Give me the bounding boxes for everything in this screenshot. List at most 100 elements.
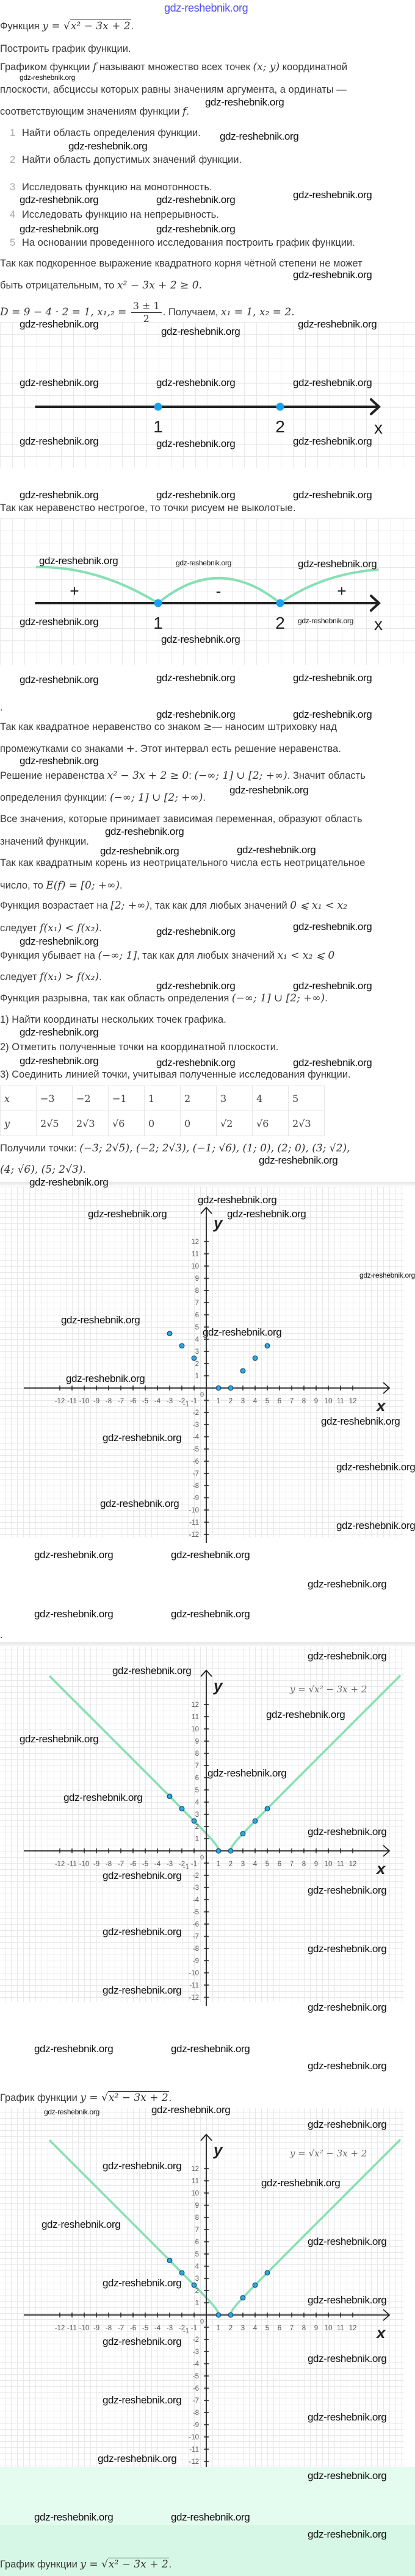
curve-label: y = √x² − 3x + 2 bbox=[289, 1684, 367, 1695]
table-cell: 2√3 bbox=[72, 1111, 109, 1136]
text-segment: . bbox=[186, 106, 189, 117]
watermark: gdz-reshebnik.org bbox=[103, 1926, 182, 1937]
table-cell: 2 bbox=[180, 1086, 217, 1111]
math-expression: (−∞; 1] ∪ [2; +∞) bbox=[110, 792, 203, 804]
watermark: gdz-reshebnik.org bbox=[20, 223, 99, 235]
site-logo[interactable]: gdz-reshebnik.org bbox=[164, 2, 248, 14]
watermark: gdz-reshebnik.org bbox=[171, 1608, 250, 1620]
x-tick-label: -2 bbox=[179, 1861, 185, 1868]
text-segment: Функция разрывна, так как область опреде… bbox=[0, 993, 232, 1004]
y-tick-label: 3 bbox=[195, 1811, 199, 1819]
text-segment: Все значения, которые принимает зависима… bbox=[0, 814, 363, 825]
x-tick-label: -10 bbox=[79, 2325, 90, 2332]
y-tick-label: 5 bbox=[195, 1324, 199, 1331]
math-expression: f bbox=[93, 61, 97, 73]
math-expression: x² − 3x + 2 ≥ 0. bbox=[117, 279, 202, 292]
x-tick-label: 1 bbox=[217, 1861, 220, 1868]
watermark: gdz-reshebnik.org bbox=[20, 1055, 99, 1067]
data-point bbox=[252, 1818, 258, 1824]
text-segment: 2) Отметить полученные точки на координа… bbox=[0, 1042, 279, 1053]
text-segment: : bbox=[189, 770, 195, 781]
solution-line-1: Решение неравенства x² − 3x + 2 ≥ 0: (−∞… bbox=[0, 769, 366, 782]
watermark: gdz-reshebnik.org bbox=[308, 1884, 387, 1896]
math-expression: f(x₁) < f(x₂) bbox=[40, 922, 99, 934]
y-tick-label: -11 bbox=[189, 1519, 199, 1526]
math-expression: y = bbox=[80, 2092, 102, 2104]
origin-label: 0 bbox=[200, 1854, 204, 1861]
x-tick-label: 10 bbox=[325, 1398, 333, 1405]
step-item: 3 Исследовать функцию на монотонность. bbox=[0, 181, 415, 194]
watermark: gdz-reshebnik.org bbox=[308, 2236, 387, 2247]
step-item: 4 Исследовать функцию на непрерывность. bbox=[0, 208, 415, 221]
y-tick-label: -4 bbox=[193, 2361, 200, 2368]
answer-background bbox=[0, 2525, 415, 2576]
watermark: gdz-reshebnik.org bbox=[171, 2043, 250, 2055]
y-axis-label: y bbox=[212, 1214, 223, 1232]
watermark: gdz-reshebnik.org bbox=[308, 2528, 387, 2540]
y-tick-label: 7 bbox=[195, 2227, 199, 2234]
plot-step-3: 3) Соединить линией точки, учитывая полу… bbox=[0, 1068, 351, 1081]
watermark: gdz-reshebnik.org bbox=[156, 672, 236, 684]
watermark: gdz-reshebnik.org bbox=[293, 1057, 372, 1068]
radical-expression: √x² − 3x + 2 bbox=[101, 2558, 169, 2571]
text-segment: координатной bbox=[280, 62, 348, 73]
watermark: gdz-reshebnik.org bbox=[34, 2511, 114, 2523]
watermark: gdz-reshebnik.org bbox=[66, 1373, 145, 1384]
x-tick-label: 2 bbox=[229, 1861, 233, 1868]
y-tick-label: 4 bbox=[195, 1799, 200, 1806]
x-tick-label: -1 bbox=[191, 1398, 197, 1405]
text-segment: Получили точки: bbox=[0, 1143, 80, 1154]
y-tick-label: -7 bbox=[193, 1470, 199, 1478]
watermark: gdz-reshebnik.org bbox=[112, 1665, 192, 1676]
x-tick-label: -2 bbox=[179, 1398, 185, 1405]
x-tick-label: 4 bbox=[253, 2325, 258, 2332]
table-cell: 3 bbox=[216, 1086, 253, 1111]
step-number: 1 bbox=[10, 127, 16, 138]
root-label: 2 bbox=[275, 614, 285, 632]
watermark: gdz-reshebnik.org bbox=[103, 2394, 182, 2406]
y-tick-label: -2 bbox=[193, 1409, 199, 1417]
x-tick-label: 10 bbox=[325, 1861, 333, 1868]
x-tick-label: 7 bbox=[290, 1861, 294, 1868]
y-tick-label: 11 bbox=[192, 1714, 199, 1721]
function-curve-left bbox=[48, 2139, 220, 2316]
origin-label: 0 bbox=[200, 1391, 204, 1398]
plot-step-1: 1) Найти координаты нескольких точек гра… bbox=[0, 1013, 226, 1026]
x-tick-label: 9 bbox=[314, 2325, 318, 2332]
interval-sign: + bbox=[337, 582, 346, 600]
x-tick-label: -3 bbox=[167, 1398, 173, 1405]
math-expression: (−∞; 1] ∪ [2; +∞) bbox=[194, 770, 287, 782]
watermark: gdz-reshebnik.org bbox=[205, 96, 284, 108]
watermark: gdz-reshebnik.org bbox=[259, 1154, 338, 1166]
watermark: gdz-reshebnik.org bbox=[161, 634, 240, 645]
y-tick-label: 11 bbox=[192, 1251, 199, 1258]
watermark: gdz-reshebnik.org bbox=[176, 559, 231, 567]
sign-arc-right bbox=[279, 568, 379, 604]
text-segment: следует bbox=[0, 923, 40, 934]
data-point bbox=[240, 1368, 246, 1374]
step-number: 4 bbox=[10, 209, 16, 220]
data-point bbox=[167, 2258, 173, 2264]
graph-2-grid bbox=[0, 1647, 404, 2002]
watermark: gdz-reshebnik.org bbox=[308, 2470, 387, 2481]
text-segment: Функция убывает на bbox=[0, 950, 98, 961]
task-text: Построить график функции. bbox=[0, 42, 131, 55]
watermark: gdz-reshebnik.org bbox=[20, 489, 99, 501]
data-point bbox=[228, 1385, 234, 1391]
x-tick-label: 12 bbox=[349, 1398, 357, 1405]
x-tick-label: -11 bbox=[67, 1398, 77, 1405]
watermark: gdz-reshebnik.org bbox=[293, 377, 372, 388]
watermark: gdz-reshebnik.org bbox=[34, 1549, 114, 1561]
y-tick-label: -10 bbox=[189, 1507, 199, 1514]
y-tick-label: -3 bbox=[193, 1884, 199, 1892]
watermark: gdz-reshebnik.org bbox=[308, 2353, 387, 2364]
text-segment: . bbox=[0, 702, 3, 713]
data-point bbox=[191, 1818, 197, 1824]
watermark: gdz-reshebnik.org bbox=[298, 318, 377, 330]
y-tick-label: 11 bbox=[192, 2178, 199, 2185]
text-segment: . bbox=[99, 971, 102, 982]
x-axis-arrow-icon bbox=[383, 2309, 391, 2321]
x-tick-label: 3 bbox=[241, 1398, 245, 1405]
function-statement: Функция y = √x² − 3x + 2. bbox=[0, 20, 134, 33]
text-segment: быть отрицательным, то bbox=[0, 280, 117, 291]
